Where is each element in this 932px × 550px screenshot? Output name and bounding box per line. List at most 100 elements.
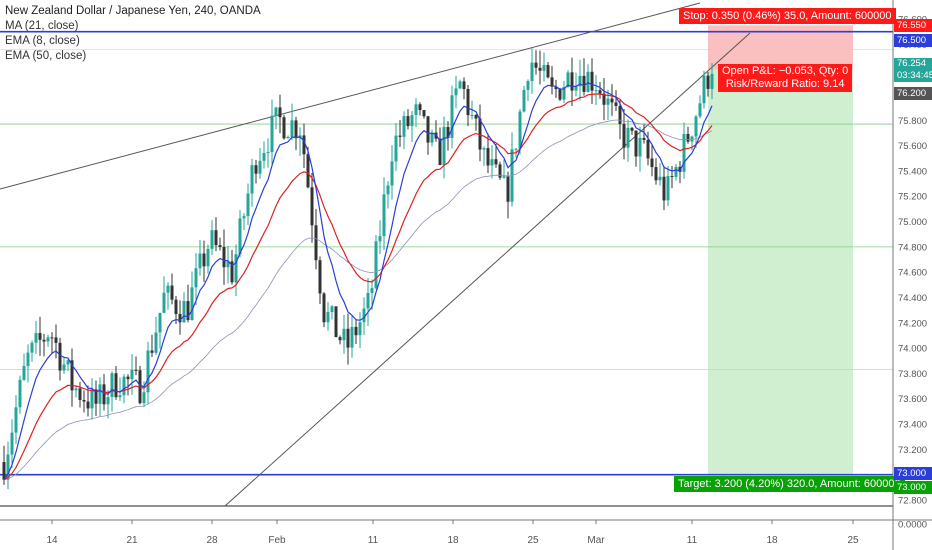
legend-ma21[interactable]: MA (21, close) <box>5 20 79 32</box>
candle-body <box>662 176 666 201</box>
candle-body <box>458 81 462 89</box>
price-tick-label: 74.200 <box>898 318 927 329</box>
target-label[interactable]: Target: 3.200 (4.20%) 320.0, Amount: 600… <box>674 476 905 492</box>
candle-body <box>182 301 186 323</box>
candle-body <box>302 135 306 155</box>
candle-body <box>646 139 650 159</box>
candle-body <box>506 176 510 202</box>
price-tag-target[interactable]: 73.000 <box>894 481 932 494</box>
candle-body <box>126 376 130 380</box>
candle-body <box>650 158 654 168</box>
pnl-label[interactable]: Open P&L: −0.053, Qty: 0 Risk/Reward Rat… <box>718 64 853 92</box>
candle-body <box>282 117 286 139</box>
candle-body <box>206 248 210 267</box>
candle-body <box>474 115 478 119</box>
candle-body <box>550 77 554 87</box>
candle-body <box>86 401 90 409</box>
chart-legend: New Zealand Dollar / Japanese Yen, 240, … <box>5 4 261 64</box>
ema50-line <box>3 119 713 481</box>
candle-body <box>142 392 146 404</box>
candle-body <box>342 328 346 341</box>
ema8-line <box>3 82 713 481</box>
candle-body <box>98 384 102 404</box>
candle-body <box>434 132 438 139</box>
price-tag-entry[interactable]: 76.200 <box>894 87 932 100</box>
candle-body <box>250 165 254 194</box>
candle-body <box>170 285 174 300</box>
time-tick-label: 25 <box>527 535 539 546</box>
candle-body <box>238 218 242 255</box>
candle-body <box>562 86 566 100</box>
candle-body <box>558 89 562 100</box>
price-tick-label: 74.800 <box>898 242 927 253</box>
candle-body <box>574 86 578 91</box>
candle-body <box>90 389 94 409</box>
price-tag-top-level[interactable]: 76.500 <box>894 34 932 47</box>
stop-label[interactable]: Stop: 0.350 (0.46%) 35.0, Amount: 600000 <box>679 8 896 24</box>
time-tick-label: 21 <box>126 535 138 546</box>
candle-body <box>634 130 638 157</box>
candle-body <box>162 292 166 313</box>
candle-body <box>122 376 126 396</box>
candle-body <box>398 135 402 137</box>
candle-body <box>582 75 586 92</box>
candle-body <box>322 293 326 323</box>
candle-body <box>374 241 378 289</box>
candle-body <box>642 137 646 140</box>
candle-body <box>346 328 350 348</box>
candle-body <box>638 137 642 157</box>
candle-body <box>82 399 86 402</box>
candle-body <box>338 337 342 341</box>
price-tag-last[interactable]: 76.254 03:34:45 <box>894 58 932 82</box>
candle-body <box>402 116 406 137</box>
candle-body <box>38 333 42 340</box>
candle-body <box>442 127 446 165</box>
price-tag-bottom-level[interactable]: 73.000 <box>894 467 932 480</box>
candle-body <box>50 337 54 339</box>
candle-body <box>418 104 422 111</box>
candle-body <box>214 230 218 246</box>
candle-body <box>590 71 594 91</box>
candle-body <box>486 148 490 166</box>
legend-ema50[interactable]: EMA (50, close) <box>5 50 87 62</box>
ma21-line <box>3 93 713 481</box>
time-tick-label: 14 <box>46 535 58 546</box>
candle-body <box>614 102 618 106</box>
candle-body <box>94 389 98 404</box>
time-axis[interactable]: 14 21 28 Feb 11 18 25 Mar 11 18 25 <box>46 520 859 546</box>
candle-body <box>138 370 142 404</box>
candle-body <box>30 342 34 353</box>
trend-lines[interactable] <box>0 2 751 507</box>
price-tag-stop[interactable]: 76.550 <box>894 19 932 32</box>
candle-body <box>522 89 526 112</box>
candle-body <box>26 352 30 366</box>
candle-body <box>22 365 26 380</box>
horizontal-levels[interactable] <box>0 30 893 507</box>
candle-body <box>686 133 690 142</box>
price-tick-label: 75.600 <box>898 141 927 152</box>
candle-body <box>246 193 250 217</box>
price-tick-label: 73.400 <box>898 420 927 431</box>
candle-body <box>414 104 418 116</box>
candle-body <box>618 105 622 124</box>
candle-body <box>538 67 542 71</box>
candle-body <box>354 326 358 336</box>
candle-body <box>74 388 78 391</box>
candle-body <box>602 93 606 105</box>
price-tick-label: 75.000 <box>898 217 927 228</box>
legend-ema8[interactable]: EMA (8, close) <box>5 35 80 47</box>
candle-body <box>222 247 226 268</box>
upper-trend-line <box>0 2 701 190</box>
candle-body <box>258 160 262 174</box>
candle-body <box>498 164 502 178</box>
candle-body <box>102 384 106 405</box>
candle-body <box>146 350 150 393</box>
candle-body <box>78 388 82 400</box>
candle-body <box>466 89 470 116</box>
candle-body <box>350 326 354 348</box>
candle-body <box>586 71 590 92</box>
stop-zone <box>708 25 853 70</box>
candle-body <box>690 136 694 142</box>
candle-body <box>114 373 118 398</box>
